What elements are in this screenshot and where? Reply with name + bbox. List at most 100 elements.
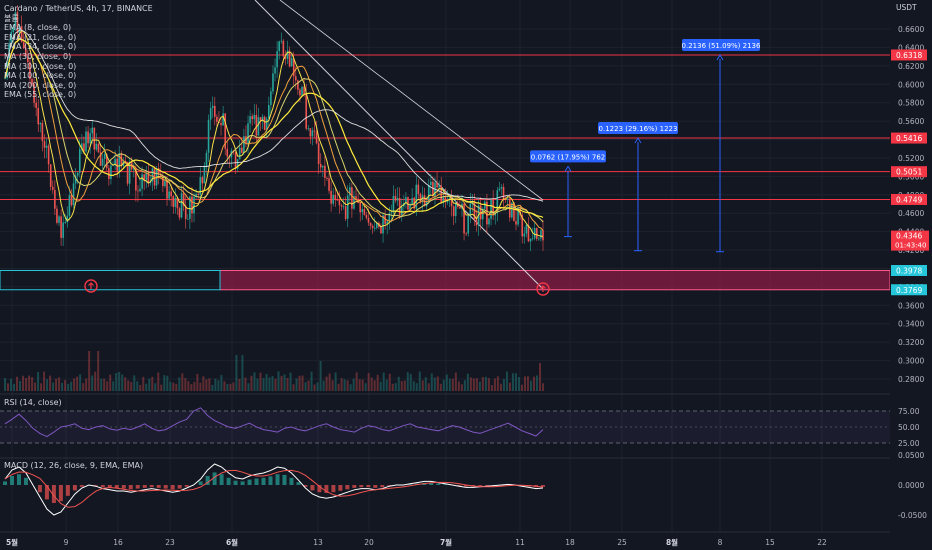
candle-body [309, 128, 312, 137]
level-badge-label: 0.6318 [896, 51, 922, 60]
volume-bar [313, 384, 316, 391]
volume-bar [397, 376, 400, 391]
candle-body [411, 197, 413, 205]
macd-histogram-bar [429, 482, 434, 485]
rsi-label[interactable]: RSI (14, close) [4, 398, 62, 407]
indicator-ema-34[interactable]: EMA (34, close, 0) [4, 42, 77, 52]
trend-lines[interactable] [254, 0, 544, 290]
candle-body [315, 131, 318, 144]
last-price-badge[interactable] [891, 230, 929, 251]
volume-bar [244, 377, 247, 391]
indicator-ma-100[interactable]: MA (100, close, 0) [4, 71, 77, 81]
indicator-ma-200[interactable]: MA (200, close, 0) [4, 80, 77, 90]
volume-bar [430, 373, 433, 391]
candle-body [299, 89, 301, 96]
indicator-ema-8[interactable]: EMA (8, close, 0) [4, 23, 72, 33]
support-zone-left [0, 270, 221, 291]
volume-bar [193, 381, 196, 391]
candle-body [209, 108, 212, 120]
candle-body [39, 123, 42, 125]
candle-body [4, 78, 6, 79]
candle-body [317, 143, 320, 165]
volume-bar [334, 372, 337, 391]
candle-body [419, 193, 422, 202]
macd-histogram-bar [177, 485, 182, 489]
volume-bar [151, 376, 154, 391]
candle-body [280, 40, 283, 42]
symbol-title[interactable]: Cardano / TetherUS, 4h, 17, BINANCE [4, 4, 153, 13]
candle-body [500, 186, 503, 189]
volume-bar [4, 378, 6, 391]
macd-histogram-bar [23, 477, 28, 485]
candle-body [405, 197, 407, 204]
indicator-ma-30[interactable]: MA (30, close, 0) [4, 51, 72, 61]
volume-bar [31, 377, 34, 391]
candle-body [479, 205, 482, 220]
candle-body [540, 230, 542, 239]
candle-body [529, 238, 532, 242]
level-badge[interactable] [891, 284, 927, 296]
macd-signal-line [4, 469, 544, 508]
time-tick: 13 [313, 538, 323, 547]
target-label-box[interactable] [530, 150, 606, 163]
candle-body [162, 176, 164, 187]
volume-bar [91, 375, 94, 391]
time-axis[interactable]: 5월 9 16 23 6월 13 20 7월 11 18 25 8월 8 15 22 [0, 531, 890, 547]
volume-bar [445, 374, 448, 391]
volume-bar [241, 355, 244, 391]
macd-histogram-bar [233, 480, 238, 485]
candle-body [249, 116, 251, 124]
macd-histogram-bar [128, 485, 133, 490]
pivot-markers[interactable] [84, 279, 550, 296]
macd-histogram-bar [58, 485, 63, 502]
volume-bar [412, 381, 415, 391]
indicator-ema-21[interactable]: EMA (21, close, 0) [4, 32, 77, 42]
candle-body [222, 113, 224, 126]
volume-bar [448, 378, 451, 391]
candle-body [132, 168, 135, 170]
volume-bar [154, 383, 157, 391]
indicator-ema-55[interactable]: EMA (55, close, 0) [4, 90, 77, 100]
volume-bar [523, 376, 526, 391]
volume-bar [517, 377, 520, 391]
level-badge[interactable] [891, 49, 927, 61]
candle-body [205, 152, 208, 166]
candle-body [70, 195, 73, 206]
macd-label[interactable]: MACD (12, 26, close, 9, EMA, EMA) [4, 461, 144, 470]
rsi-line [4, 407, 544, 438]
candle-body [241, 147, 243, 153]
macd-histogram-bar [408, 484, 413, 485]
candle-body [465, 233, 467, 235]
volume-bar [130, 381, 133, 391]
candle-body [74, 175, 77, 184]
candle-body [35, 102, 37, 108]
candle-body [384, 215, 386, 224]
volume-bar [496, 376, 499, 391]
indicator-ma-300[interactable]: MA (300, close, 0) [4, 61, 77, 71]
candle-body [511, 202, 513, 218]
level-badge-label: 0.5416 [896, 134, 922, 143]
volume-bar [520, 384, 523, 391]
target-label-box[interactable] [682, 38, 760, 51]
candle-body [376, 222, 378, 228]
candle-body [290, 58, 293, 67]
candle-body [45, 145, 48, 148]
level-badge[interactable] [891, 193, 927, 205]
level-badge-label: 0.5051 [896, 168, 922, 177]
candle-body [297, 80, 299, 90]
macd-histogram-bar [16, 474, 21, 485]
price-tick: 0.2800 [898, 375, 924, 384]
candle-body [91, 127, 94, 134]
level-badge[interactable] [891, 132, 927, 144]
candle-body [203, 165, 206, 184]
candle-body [268, 105, 270, 119]
level-badge[interactable] [891, 265, 927, 276]
macd-histogram-bar [3, 481, 7, 485]
price-axis[interactable]: USDT 0.6600 0.6400 0.6200 0.6000 0.5800 0.5600… [890, 0, 932, 550]
pivot-arrow-icon [540, 285, 546, 292]
target-arrows[interactable]: 0.0762 (17.95%) 762 0.1223 (29.16%) 1223 0… [530, 38, 761, 253]
volume-bar [472, 378, 475, 391]
target-label-box[interactable] [598, 122, 678, 135]
level-badge[interactable] [891, 166, 927, 178]
